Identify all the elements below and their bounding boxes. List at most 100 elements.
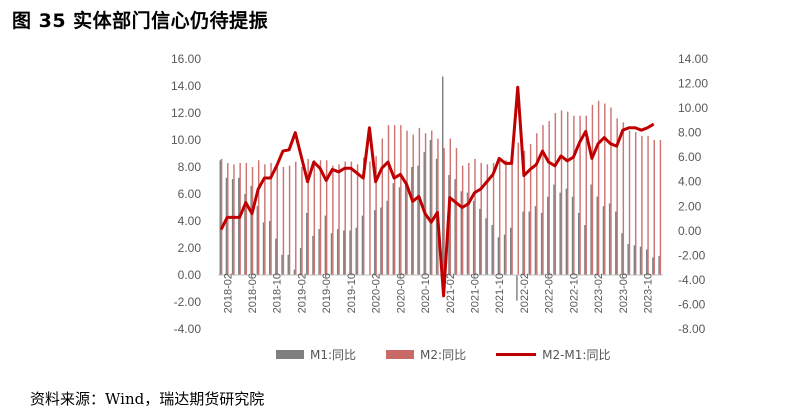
m1-bar (621, 233, 623, 275)
m1-bar (503, 234, 506, 275)
m1-bar (460, 191, 462, 275)
right-tick-label: -4.00 (678, 273, 706, 287)
m2-bar (387, 125, 390, 276)
m1-bar (497, 237, 500, 275)
m1-bar (442, 76, 444, 275)
x-tick-label: 2020-02 (371, 273, 383, 313)
m2-bar (653, 140, 655, 275)
m1-bar (374, 210, 376, 275)
m2-bar (344, 161, 346, 275)
m1-bar (596, 196, 598, 275)
m2-bar (443, 148, 445, 275)
left-tick-label: -2.00 (174, 295, 202, 309)
x-tick-label: 2020-06 (395, 273, 407, 313)
m1-bar (602, 206, 605, 275)
m2-bar (554, 113, 557, 275)
x-tick-label: 2019-10 (346, 273, 358, 313)
m1-bar (392, 183, 395, 275)
m1-bar (429, 140, 432, 275)
m2-bar (616, 118, 618, 276)
m2-bar (282, 167, 285, 275)
m1-bar (306, 212, 308, 275)
m2-bar (597, 100, 600, 275)
m2-bar (257, 160, 260, 275)
x-tick-label: 2022-10 (568, 273, 580, 313)
m1-bar (528, 211, 530, 275)
m2-bar (529, 144, 532, 275)
legend-swatch-m1 (276, 349, 304, 359)
legend-item-m1: M1:同比 (276, 346, 356, 363)
m2-bar (536, 133, 538, 275)
m2-bar (585, 115, 587, 275)
x-tick-label: 2018-02 (222, 273, 234, 313)
m1-bar (627, 243, 629, 275)
x-tick-label: 2020-10 (420, 273, 432, 313)
m1-bar (361, 215, 364, 275)
m2-bar (233, 164, 235, 275)
m1-bar (299, 248, 302, 275)
m1-bar (343, 230, 345, 275)
m2-bar (591, 104, 594, 276)
m2-bar (461, 165, 464, 275)
m2-bar (307, 158, 309, 275)
x-tick-label: 2023-06 (618, 273, 630, 313)
m1-bar (479, 208, 481, 275)
m1-bar (380, 207, 382, 275)
m2-bar (573, 115, 575, 275)
m1-bar (491, 225, 493, 275)
right-tick-label: 2.00 (678, 199, 702, 213)
m1-bar (565, 188, 568, 275)
m2-bar (332, 165, 334, 275)
m2-bar (499, 157, 501, 275)
m2-bar (406, 130, 408, 275)
m2-bar (622, 122, 625, 275)
m2-bar (313, 160, 316, 275)
m1-bar (578, 212, 580, 275)
m2m1-line (219, 85, 655, 298)
m1-bar (639, 246, 642, 275)
m1-bar (250, 185, 252, 275)
m1-bar (324, 215, 327, 275)
m1-bar (268, 221, 271, 275)
left-tick-label: 2.00 (178, 241, 202, 255)
x-tick-label: 2023-02 (593, 273, 605, 313)
m2-bar (431, 130, 433, 275)
legend-item-m2: M2:同比 (386, 346, 466, 363)
left-tick-label: -4.00 (174, 322, 202, 336)
m2-bar (220, 158, 223, 275)
m1-bar (547, 196, 549, 275)
m2-bar (363, 157, 365, 275)
m2-bar (381, 138, 384, 275)
x-tick-label: 2019-02 (296, 273, 308, 313)
right-tick-label: -8.00 (678, 322, 706, 336)
m2-bar (486, 164, 489, 275)
m1-bars (219, 76, 660, 301)
m1-bar (633, 245, 636, 275)
legend-swatch-m2 (386, 349, 415, 359)
m2-bar (350, 161, 353, 275)
x-tick-label: 2021-06 (469, 273, 481, 313)
right-tick-label: 0.00 (678, 224, 702, 238)
left-tick-label: 12.00 (171, 106, 201, 120)
m1-bar (516, 275, 518, 301)
m1-bar (411, 167, 413, 275)
left-axis: 16.00 14.00 12.00 10.00 8.00 6.00 4.00 2.00 0.00… (171, 52, 201, 336)
left-tick-label: 8.00 (178, 160, 202, 174)
m1-bar (645, 249, 648, 275)
m2-bar (437, 138, 439, 275)
m2-bar (511, 153, 513, 275)
m2-bar (245, 162, 248, 275)
m1-bar (349, 230, 351, 275)
x-tick-label: 2021-02 (445, 273, 457, 313)
m1-bar (466, 192, 469, 275)
x-tick-label: 2022-02 (519, 273, 531, 313)
left-tick-label: 4.00 (178, 214, 202, 228)
m1-bar (287, 254, 289, 275)
legend-item-m2m1: M2-M1:同比 (496, 346, 610, 363)
m2-bar (548, 121, 550, 275)
m2-bar (468, 162, 470, 275)
m1-bar (256, 206, 259, 275)
figure-title: 图 35 实体部门信心仍待提振 (12, 10, 269, 32)
m1-bar (652, 257, 654, 275)
m1-bar (293, 269, 296, 275)
